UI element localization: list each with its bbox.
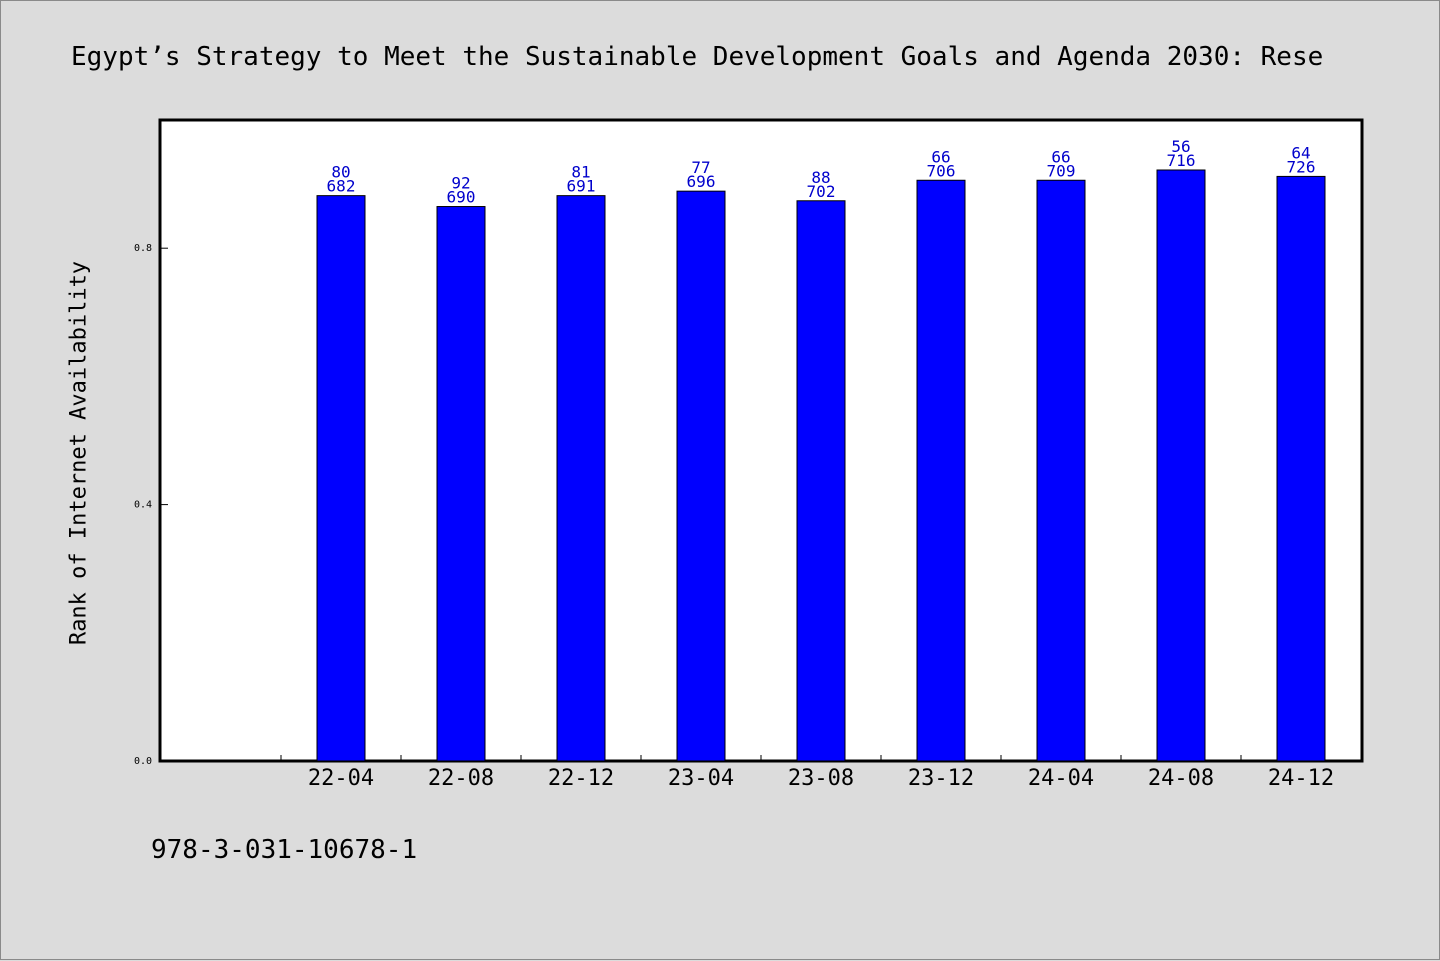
data-label-top: 81 <box>571 163 590 182</box>
y-axis: 0.0 0.4 0.8 <box>134 243 168 767</box>
y-tick-label: 0.8 <box>134 243 152 254</box>
x-axis: 22-04 22-08 22-12 23-04 23-08 23-12 24-04 24-08… <box>280 755 1362 791</box>
bar <box>556 195 606 762</box>
data-label-top: 77 <box>691 158 710 177</box>
x-tick-label: 23-04 <box>668 766 734 791</box>
bar <box>796 200 846 762</box>
data-label-top: 64 <box>1291 143 1310 162</box>
x-tick-label: 24-08 <box>1148 766 1214 791</box>
data-label-bottom: 709 <box>1047 161 1076 180</box>
x-tick-label: 23-12 <box>908 766 974 791</box>
x-tick-label: 22-04 <box>308 766 374 791</box>
data-label-top: 80 <box>331 163 350 182</box>
data-label-top: 66 <box>931 147 950 166</box>
bar <box>1156 169 1206 762</box>
x-tick-label: 22-12 <box>548 766 614 791</box>
x-tick-label: 24-12 <box>1268 766 1334 791</box>
data-label-bottom: 716 <box>1167 151 1196 170</box>
data-label-top: 92 <box>451 174 470 193</box>
bar <box>436 206 486 762</box>
bar <box>316 195 366 762</box>
y-axis-label: Rank of Internet Availability <box>66 260 92 646</box>
chart-title: Egypt’s Strategy to Meet the Sustainable… <box>71 42 1324 72</box>
data-label-bottom: 702 <box>807 182 836 201</box>
bar <box>1276 175 1326 762</box>
data-label-bottom: 706 <box>927 161 956 180</box>
data-label-bottom: 691 <box>567 177 596 196</box>
x-tick-label: 22-08 <box>428 766 494 791</box>
y-tick-label: 0.4 <box>134 500 152 511</box>
data-label-top: 88 <box>811 168 830 187</box>
data-label-bottom: 682 <box>327 177 356 196</box>
x-tick-label: 24-04 <box>1028 766 1094 791</box>
bars-layer <box>316 169 1326 762</box>
data-label-bottom: 726 <box>1287 157 1316 176</box>
data-label-bottom: 690 <box>447 188 476 207</box>
bar <box>676 190 726 762</box>
data-label-top: 56 <box>1171 137 1190 156</box>
bar <box>916 179 966 762</box>
isbn-text: 978-3-031-10678-1 <box>151 835 418 865</box>
x-tick-label: 23-08 <box>788 766 854 791</box>
data-label-bottom: 696 <box>687 172 716 191</box>
y-tick-label: 0.0 <box>134 756 152 767</box>
bar <box>1036 179 1086 762</box>
data-label-top: 66 <box>1051 147 1070 166</box>
